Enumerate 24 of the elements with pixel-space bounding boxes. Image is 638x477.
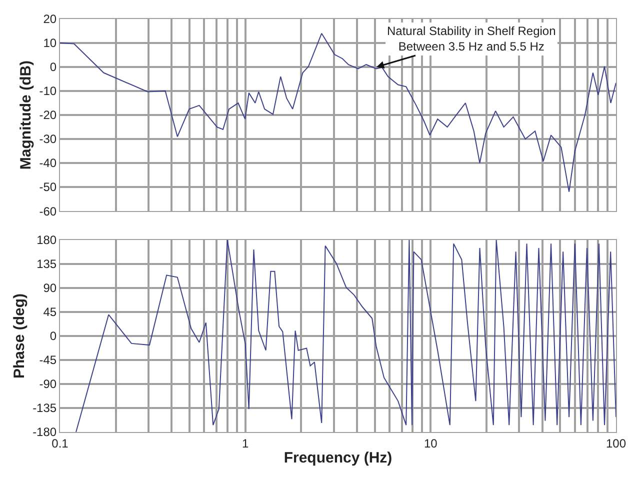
y-tick-label: 180 — [36, 233, 57, 248]
y-tick-label: -50 — [39, 180, 57, 194]
x-axis-title: Frequency (Hz) — [284, 449, 392, 466]
y-tick-label: -60 — [39, 204, 57, 218]
y-tick-label: 20 — [43, 12, 57, 26]
x-tick-label: 100 — [606, 436, 626, 450]
y-tick-label: -30 — [39, 132, 57, 146]
y-tick-label: -20 — [39, 108, 57, 122]
y-tick-label: -90 — [39, 377, 57, 392]
y-tick-label: -45 — [39, 353, 57, 368]
y-tick-label: 90 — [43, 281, 57, 296]
y-axis-title: Magnitude (dB) — [18, 60, 35, 170]
y-tick-label: -10 — [39, 84, 57, 98]
y-tick-label: -40 — [39, 156, 57, 170]
x-tick-label: 10 — [424, 436, 438, 450]
x-tick-label: 1 — [242, 436, 249, 450]
y-tick-label: -135 — [32, 401, 57, 416]
y-axis-title: Phase (deg) — [10, 293, 28, 378]
annotation: Natural Stability in Shelf Region Between 3.5 Hz and 5.5 Hz — [387, 24, 556, 54]
y-tick-label: 0 — [50, 60, 57, 74]
y-tick-label: 0 — [50, 329, 57, 344]
y-tick-label: 10 — [43, 36, 57, 50]
y-tick-label: 45 — [43, 305, 57, 320]
y-tick-label: 135 — [36, 257, 57, 272]
